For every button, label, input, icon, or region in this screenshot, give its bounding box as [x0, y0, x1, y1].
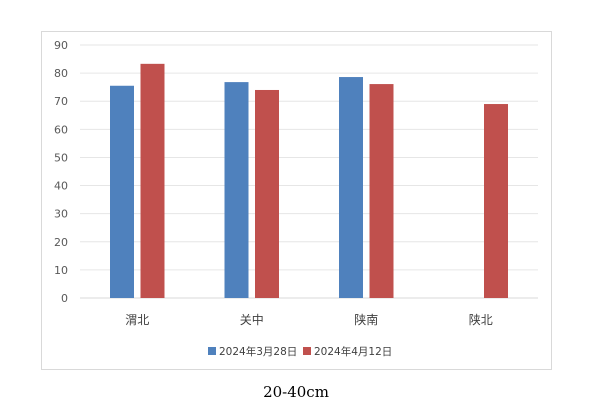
- x-tick-label: 关中: [240, 312, 264, 327]
- bar: [255, 89, 279, 298]
- bar: [484, 104, 508, 299]
- y-tick-label: 50: [54, 151, 68, 164]
- bar: [140, 63, 165, 299]
- x-tick-label: 渭北: [125, 313, 149, 327]
- y-tick-label: 20: [54, 236, 68, 249]
- legend-swatch: [303, 347, 311, 355]
- y-tick-label: 40: [54, 180, 68, 193]
- y-tick-label: 90: [54, 39, 68, 52]
- x-tick-label: 陕北: [469, 312, 493, 327]
- y-tick-label: 60: [54, 123, 68, 136]
- bar: [369, 84, 394, 298]
- chart-caption: 20-40cm: [263, 383, 329, 401]
- bar-chart: 0 10 20 30 40 50 60 70 80 90 渭北 关中 陕南 陕北 2024年3月28日 202…: [54, 39, 538, 358]
- y-tick-label: 30: [54, 208, 68, 221]
- x-tick-label: 陕南: [354, 312, 378, 327]
- y-tick-label: 10: [54, 264, 68, 277]
- legend-label: 2024年3月28日: [219, 345, 297, 358]
- bar: [339, 77, 363, 299]
- y-tick-label: 80: [54, 67, 68, 80]
- y-tick-label: 70: [54, 95, 68, 108]
- legend-label: 2024年4月12日: [314, 345, 392, 358]
- bar: [110, 85, 134, 298]
- bar: [224, 82, 249, 299]
- legend-swatch: [208, 347, 216, 355]
- y-tick-label: 0: [61, 292, 68, 305]
